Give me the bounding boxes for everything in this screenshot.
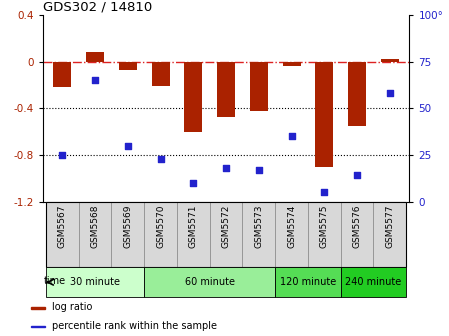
Bar: [46, 202, 79, 267]
Bar: [374, 202, 406, 267]
Bar: [250, 62, 268, 111]
Text: GSM5573: GSM5573: [254, 205, 263, 248]
Bar: [348, 62, 366, 126]
Text: 60 minute: 60 minute: [185, 277, 235, 287]
Bar: [275, 267, 341, 297]
Bar: [315, 62, 333, 167]
Bar: [381, 59, 399, 62]
Point: [321, 190, 328, 195]
Text: 30 minute: 30 minute: [70, 277, 120, 287]
Text: GSM5569: GSM5569: [123, 205, 132, 248]
Text: GSM5577: GSM5577: [385, 205, 394, 248]
Bar: [341, 267, 406, 297]
Text: log ratio: log ratio: [52, 302, 92, 312]
Point: [255, 167, 262, 173]
Bar: [119, 62, 137, 70]
Point: [124, 143, 132, 149]
Point: [157, 156, 164, 161]
Bar: [184, 62, 202, 132]
Bar: [144, 202, 177, 267]
Bar: [282, 62, 300, 67]
Point: [353, 173, 361, 178]
Point: [222, 165, 229, 171]
Bar: [308, 202, 341, 267]
Bar: [31, 326, 45, 327]
Text: GSM5572: GSM5572: [221, 205, 231, 248]
Bar: [210, 202, 242, 267]
Bar: [275, 202, 308, 267]
Bar: [341, 202, 374, 267]
Point: [288, 134, 295, 139]
Text: time: time: [43, 276, 66, 286]
Text: GSM5575: GSM5575: [320, 205, 329, 248]
Text: GSM5574: GSM5574: [287, 205, 296, 248]
Text: GSM5568: GSM5568: [91, 205, 100, 248]
Bar: [177, 202, 210, 267]
Text: GSM5576: GSM5576: [352, 205, 361, 248]
Bar: [86, 52, 104, 62]
Text: GSM5571: GSM5571: [189, 205, 198, 248]
Bar: [111, 202, 144, 267]
Text: 240 minute: 240 minute: [345, 277, 401, 287]
Bar: [46, 267, 144, 297]
Text: GDS302 / 14810: GDS302 / 14810: [43, 1, 152, 14]
Point: [386, 91, 393, 96]
Bar: [31, 307, 45, 309]
Point: [59, 152, 66, 158]
Bar: [144, 267, 275, 297]
Text: 120 minute: 120 minute: [280, 277, 336, 287]
Text: percentile rank within the sample: percentile rank within the sample: [52, 321, 216, 331]
Bar: [53, 62, 71, 87]
Bar: [217, 62, 235, 117]
Bar: [152, 62, 170, 86]
Text: GSM5567: GSM5567: [58, 205, 67, 248]
Bar: [242, 202, 275, 267]
Point: [190, 180, 197, 185]
Text: GSM5570: GSM5570: [156, 205, 165, 248]
Bar: [79, 202, 111, 267]
Point: [92, 78, 99, 83]
